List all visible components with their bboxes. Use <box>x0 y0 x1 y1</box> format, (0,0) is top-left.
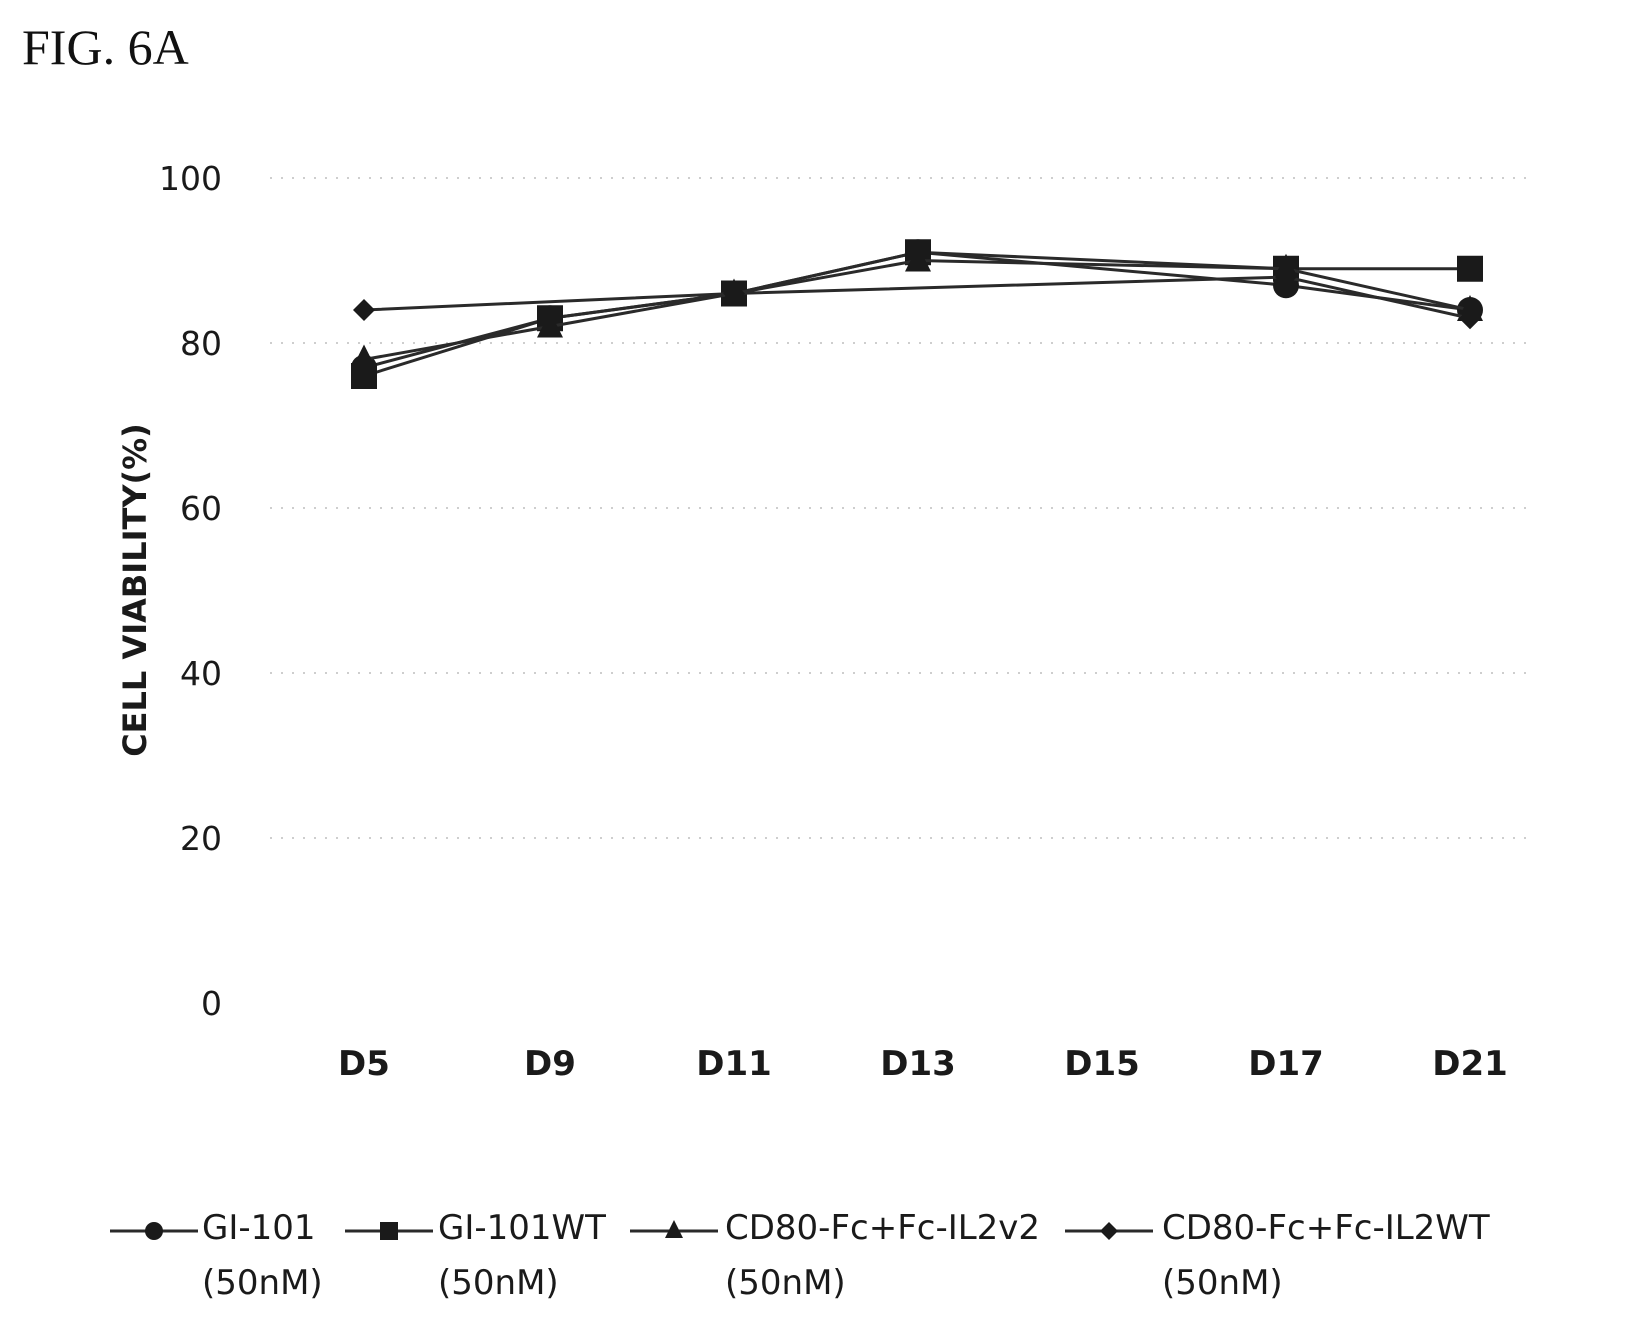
series-line <box>363 258 1471 361</box>
data-point-diamond <box>1459 307 1481 330</box>
y-axis-label: CELL VIABILITY(%) <box>116 423 154 757</box>
x-tick-label: D21 <box>1432 1044 1508 1084</box>
series-2 <box>351 245 1483 371</box>
x-tick-label: D15 <box>1064 1044 1140 1084</box>
legend-label: GI-101 <box>202 1208 316 1248</box>
series-line <box>363 250 1470 378</box>
x-axis-ticks: D5 D9 D11 D13 D15 D17 D21 <box>338 1044 1508 1084</box>
y-tick-label: 80 <box>180 324 222 363</box>
data-point-square <box>1457 255 1483 282</box>
y-tick-label: 40 <box>180 654 222 693</box>
legend-label: GI-101WT <box>438 1208 606 1248</box>
y-tick-label: 0 <box>201 984 222 1023</box>
x-tick-label: D5 <box>338 1044 390 1084</box>
x-tick-label: D11 <box>696 1044 772 1084</box>
series-line <box>363 275 1471 320</box>
legend-swatch <box>630 1220 718 1238</box>
legend-swatch <box>1065 1222 1153 1240</box>
legend-concentration: (50nM) <box>725 1263 846 1303</box>
y-tick-label: 100 <box>159 159 222 198</box>
legend: GI-101 (50nM) GI-101WT (50nM) CD80-Fc+Fc-IL2… <box>110 1208 1610 1318</box>
x-tick-label: D9 <box>524 1044 576 1084</box>
legend-concentration: (50nM) <box>438 1263 559 1303</box>
legend-swatch <box>345 1222 433 1240</box>
data-point-diamond <box>723 282 745 305</box>
data-point-square <box>380 1222 398 1240</box>
series-layer <box>351 239 1483 389</box>
line-chart: 0 20 40 60 80 100 D5 D9 D11 D13 D15 D17 D21 CELL VI… <box>116 159 1535 1084</box>
data-point-diamond <box>353 299 375 321</box>
data-point-triangle <box>351 344 377 371</box>
legend-concentration: (50nM) <box>1162 1263 1283 1303</box>
data-point-diamond <box>1275 266 1297 288</box>
legend-label: CD80-Fc+Fc-IL2v2 <box>725 1208 1041 1248</box>
legend-concentration: (50nM) <box>202 1263 323 1303</box>
y-axis-ticks: 0 20 40 60 80 100 <box>159 159 222 1023</box>
gridlines <box>270 177 1535 839</box>
series-3 <box>353 266 1481 330</box>
data-point-diamond <box>1100 1222 1118 1240</box>
y-tick-label: 20 <box>180 819 222 858</box>
figure-label: FIG. 6A <box>22 19 189 75</box>
x-tick-label: D13 <box>880 1044 956 1084</box>
data-point-triangle <box>537 311 563 338</box>
legend-label: CD80-Fc+Fc-IL2WT <box>1162 1208 1490 1248</box>
data-point-triangle <box>905 245 931 272</box>
data-point-circle <box>145 1222 163 1240</box>
y-tick-label: 60 <box>180 489 222 528</box>
legend-swatch <box>110 1222 198 1240</box>
data-point-triangle <box>665 1220 683 1238</box>
x-tick-label: D17 <box>1248 1044 1324 1084</box>
